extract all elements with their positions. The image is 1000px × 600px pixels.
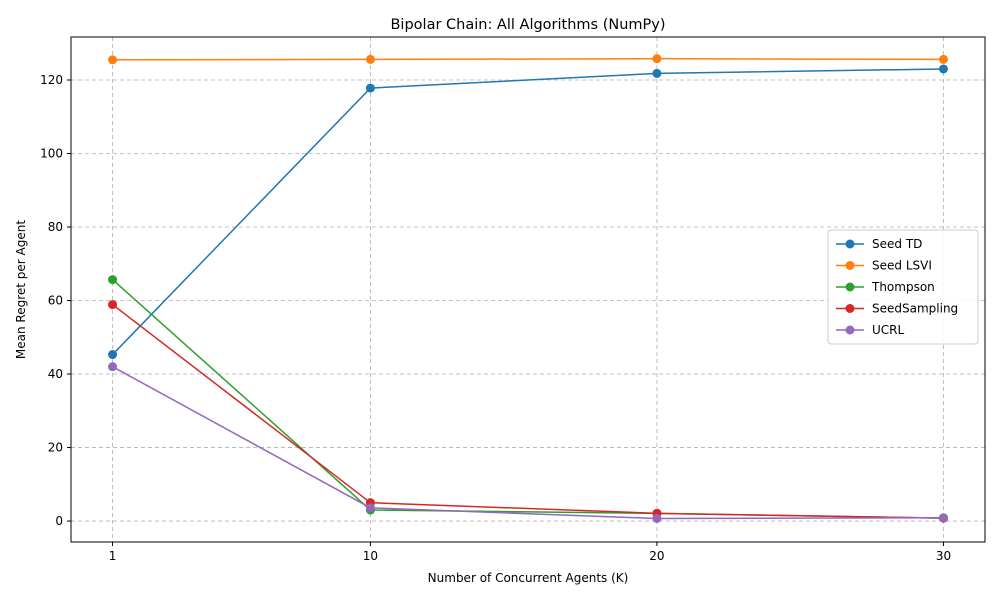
legend-label: UCRL <box>872 323 905 337</box>
legend-marker <box>845 261 855 270</box>
y-tick-label: 60 <box>48 294 63 308</box>
chart-title: Bipolar Chain: All Algorithms (NumPy) <box>390 17 665 33</box>
y-tick-label: 120 <box>40 73 63 87</box>
x-tick-label: 30 <box>936 549 951 563</box>
legend-label: SeedSampling <box>872 302 958 316</box>
data-point <box>652 54 662 64</box>
legend-item: UCRL <box>836 323 905 337</box>
data-point <box>652 68 662 78</box>
y-axis: 0 20 40 60 80 100 120 <box>40 73 71 528</box>
y-axis-label: Mean Regret per Agent <box>14 220 28 359</box>
data-point <box>365 83 375 93</box>
series-seed-td <box>108 64 948 360</box>
y-tick-label: 40 <box>48 367 63 381</box>
legend-label: Seed TD <box>872 237 922 251</box>
legend-marker <box>845 325 855 335</box>
series-layer <box>108 54 948 523</box>
legend: Seed TD Seed LSVI Thompson SeedSampling UCRL <box>827 229 979 345</box>
x-tick-label: 1 <box>109 549 117 563</box>
series-line <box>112 303 944 519</box>
series-line <box>112 279 944 519</box>
legend-item: Seed TD <box>836 237 922 251</box>
legend-item: Thompson <box>836 280 935 294</box>
x-tick-label: 10 <box>363 549 378 563</box>
legend-item: Seed LSVI <box>836 259 932 273</box>
data-point <box>108 275 118 285</box>
legend-label: Thompson <box>871 280 935 294</box>
data-point <box>365 54 375 64</box>
series-seed-lsvi <box>108 54 948 65</box>
y-tick-label: 0 <box>55 514 63 528</box>
x-axis: 1 10 20 30 <box>109 542 951 563</box>
y-tick-label: 20 <box>48 441 63 455</box>
series-line <box>112 57 944 61</box>
data-point <box>108 55 118 65</box>
legend-marker <box>845 304 855 313</box>
y-tick-label: 100 <box>40 147 63 161</box>
series-line <box>112 68 944 356</box>
plot-frame <box>70 36 986 543</box>
series-ucrl <box>108 362 948 523</box>
data-point <box>652 513 662 523</box>
legend-item: SeedSampling <box>836 302 958 316</box>
x-tick-label: 20 <box>649 549 664 563</box>
series-line <box>112 366 944 520</box>
legend-label: Seed LSVI <box>872 259 932 273</box>
data-point <box>938 64 948 74</box>
data-point <box>938 54 948 64</box>
data-point <box>108 350 118 360</box>
x-axis-label: Number of Concurrent Agents (K) <box>428 571 629 585</box>
data-point <box>108 300 118 310</box>
y-tick-label: 80 <box>48 220 63 234</box>
data-point <box>365 503 375 513</box>
legend-marker <box>845 239 855 249</box>
legend-box <box>827 229 979 345</box>
data-point <box>938 513 948 523</box>
data-point <box>108 362 118 372</box>
legend-marker <box>845 282 855 292</box>
series-seedsampling <box>108 300 948 523</box>
